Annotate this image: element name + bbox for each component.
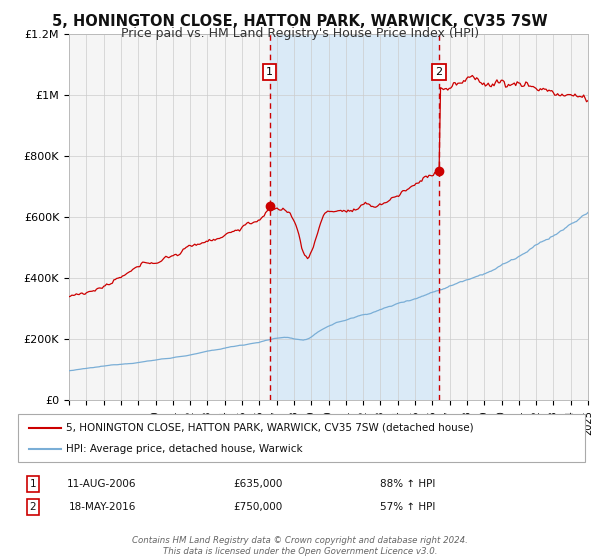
Text: 1: 1: [29, 479, 37, 489]
Text: 11-AUG-2006: 11-AUG-2006: [67, 479, 137, 489]
FancyBboxPatch shape: [18, 414, 585, 462]
Text: £635,000: £635,000: [233, 479, 283, 489]
Bar: [269, 34, 439, 400]
Text: 18-MAY-2016: 18-MAY-2016: [68, 502, 136, 512]
Text: 2: 2: [436, 67, 442, 77]
Text: 5, HONINGTON CLOSE, HATTON PARK, WARWICK, CV35 7SW (detached house): 5, HONINGTON CLOSE, HATTON PARK, WARWICK…: [66, 423, 474, 433]
Text: £750,000: £750,000: [233, 502, 283, 512]
Text: HPI: Average price, detached house, Warwick: HPI: Average price, detached house, Warw…: [66, 444, 303, 454]
Text: 1: 1: [266, 67, 273, 77]
Text: 5, HONINGTON CLOSE, HATTON PARK, WARWICK, CV35 7SW: 5, HONINGTON CLOSE, HATTON PARK, WARWICK…: [52, 14, 548, 29]
Text: Price paid vs. HM Land Registry's House Price Index (HPI): Price paid vs. HM Land Registry's House …: [121, 27, 479, 40]
Text: 57% ↑ HPI: 57% ↑ HPI: [380, 502, 436, 512]
Text: Contains HM Land Registry data © Crown copyright and database right 2024.
This d: Contains HM Land Registry data © Crown c…: [132, 536, 468, 556]
Text: 2: 2: [29, 502, 37, 512]
Text: 88% ↑ HPI: 88% ↑ HPI: [380, 479, 436, 489]
